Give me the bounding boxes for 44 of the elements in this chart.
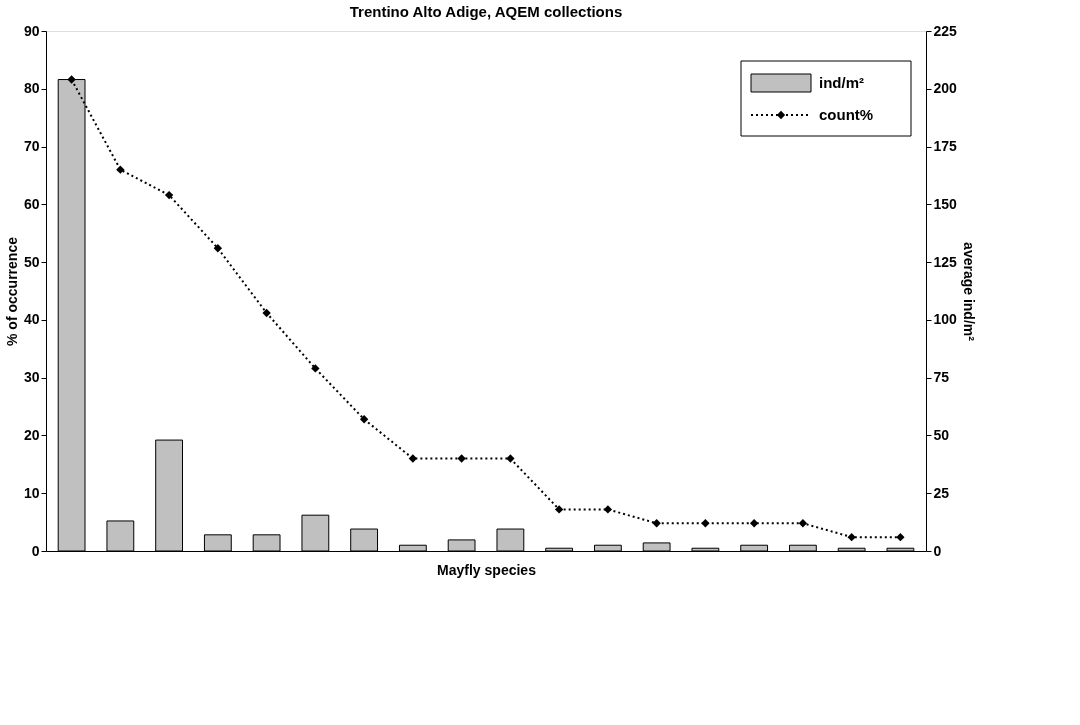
y-tick-label: 0	[31, 542, 40, 559]
point	[213, 244, 223, 253]
point	[359, 415, 369, 424]
point	[798, 519, 808, 528]
point	[262, 308, 271, 318]
point	[847, 532, 856, 542]
point	[506, 454, 515, 463]
point	[554, 505, 564, 514]
y2-tick-label: 0	[933, 542, 942, 559]
point	[896, 532, 905, 542]
y-tick-label: 80	[23, 80, 40, 97]
point	[164, 190, 174, 200]
y-tick-label: 30	[23, 369, 40, 386]
x-axis-title: Mayfly species	[437, 561, 537, 578]
y2-tick-label: 25	[933, 484, 950, 501]
y-tick-label: 70	[23, 138, 40, 155]
point	[457, 454, 466, 463]
y-tick-label: 10	[23, 484, 40, 501]
point	[701, 519, 710, 528]
point	[652, 519, 661, 528]
y2-tick-label: 225	[933, 22, 958, 39]
y2-tick-label: 150	[933, 195, 958, 212]
point	[311, 364, 320, 373]
point	[67, 75, 76, 84]
point	[603, 505, 613, 514]
y-tick-label: 90	[23, 22, 40, 39]
y-tick-label: 60	[23, 195, 40, 212]
y2-tick-label: 125	[933, 253, 958, 270]
y2-tick-label: 200	[933, 80, 958, 97]
y-tick-label: 50	[23, 253, 40, 270]
legend-label: ind/m²	[819, 74, 864, 91]
y-axis-title: % of occurrence	[3, 236, 20, 346]
legend-label: count%	[819, 106, 874, 123]
y2-axis-title: average ind/m²	[960, 242, 977, 342]
y2-tick-label: 50	[933, 426, 950, 443]
y-tick-label: 40	[23, 311, 40, 328]
chart-title: Trentino Alto Adige, AQEM collections	[349, 3, 623, 20]
point	[408, 454, 418, 463]
y2-tick-label: 75	[933, 369, 950, 386]
point	[749, 519, 759, 528]
y2-tick-label: 100	[933, 311, 958, 328]
y2-tick-label: 175	[933, 138, 958, 155]
y-tick-label: 20	[23, 426, 40, 443]
point	[116, 165, 125, 174]
